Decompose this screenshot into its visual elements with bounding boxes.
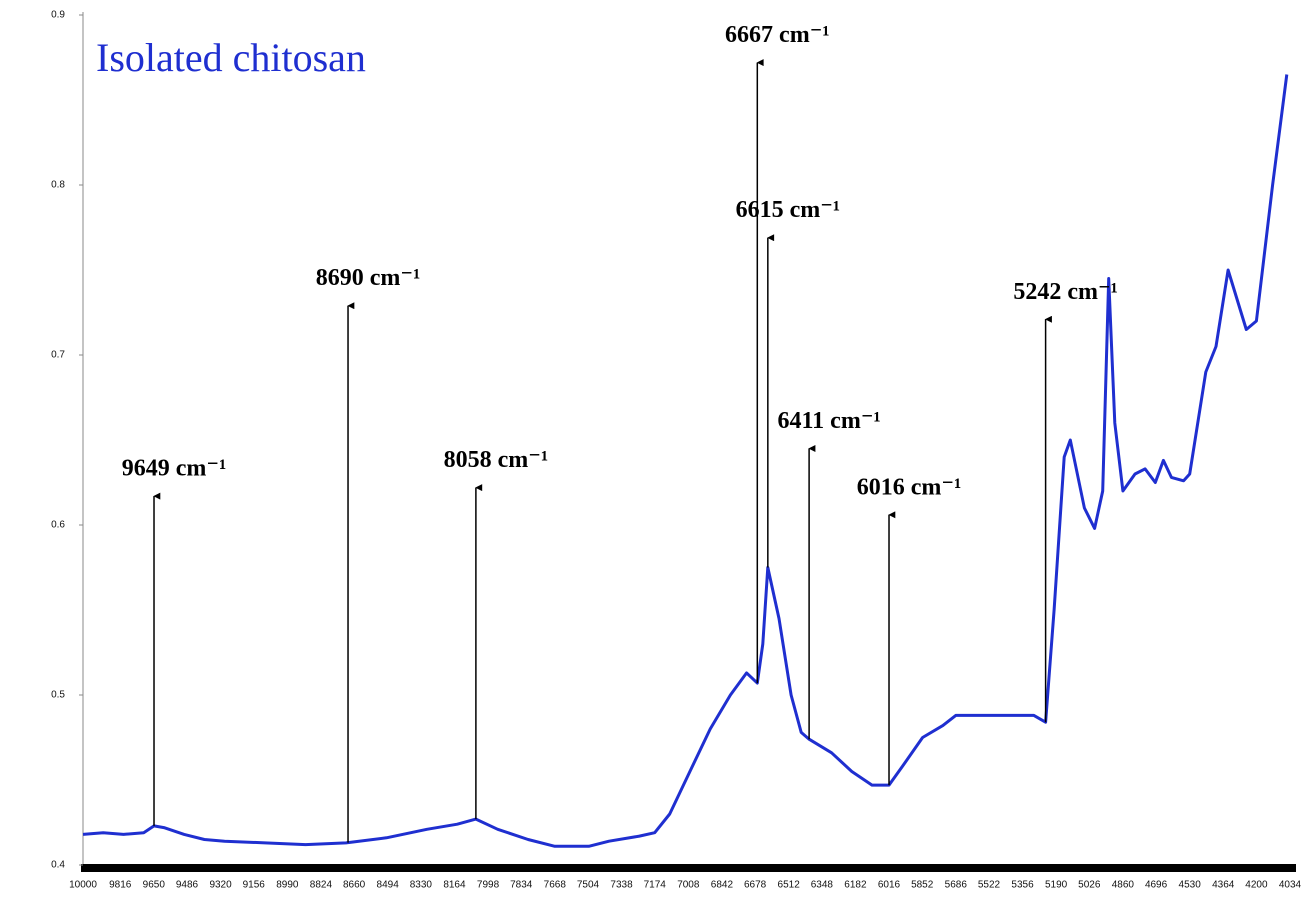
annotation-label: 8058 cm⁻¹	[444, 447, 549, 473]
x-tick-label: 8990	[276, 880, 299, 891]
annotation-label: 8690 cm⁻¹	[316, 265, 421, 291]
x-tick-label: 9486	[176, 880, 199, 891]
y-tick-label: 0.6	[51, 520, 65, 531]
x-tick-label: 8660	[343, 880, 366, 891]
x-tick-label: 8330	[410, 880, 433, 891]
x-tick-label: 4034	[1279, 880, 1302, 891]
annotation-label: 9649 cm⁻¹	[122, 456, 227, 482]
x-tick-label: 4696	[1145, 880, 1168, 891]
x-tick-label: 6016	[878, 880, 901, 891]
y-tick-label: 0.5	[51, 690, 65, 701]
x-tick-label: 7174	[644, 880, 667, 891]
x-tick-label: 4860	[1112, 880, 1135, 891]
x-tick-label: 4530	[1179, 880, 1202, 891]
x-tick-label: 5522	[978, 880, 1001, 891]
x-tick-label: 5686	[945, 880, 968, 891]
x-tick-label: 6842	[711, 880, 734, 891]
chart-title: Isolated chitosan	[96, 35, 366, 80]
x-tick-label: 6678	[744, 880, 767, 891]
annotation-label: 6615 cm⁻¹	[736, 197, 841, 223]
x-tick-label: 7338	[610, 880, 633, 891]
x-tick-label: 7834	[510, 880, 533, 891]
spectrum-line	[82, 74, 1289, 848]
annotation-label: 5242 cm⁻¹	[1013, 279, 1118, 305]
x-tick-label: 9650	[143, 880, 166, 891]
annotation-label: 6016 cm⁻¹	[857, 474, 962, 500]
x-tick-label: 8824	[310, 880, 333, 891]
x-tick-label: 9156	[243, 880, 266, 891]
x-tick-label: 6348	[811, 880, 834, 891]
x-tick-label: 5026	[1078, 880, 1101, 891]
annotation-label: 6411 cm⁻¹	[778, 408, 881, 434]
x-tick-label: 7008	[677, 880, 700, 891]
x-tick-label: 7504	[577, 880, 600, 891]
x-tick-label: 9816	[109, 880, 132, 891]
x-tick-label: 6512	[778, 880, 801, 891]
x-tick-label: 8494	[377, 880, 400, 891]
x-tick-label: 5356	[1011, 880, 1034, 891]
x-tick-label: 7998	[477, 880, 500, 891]
y-tick-label: 0.9	[51, 10, 65, 21]
x-tick-label: 5190	[1045, 880, 1068, 891]
x-tick-label: 10000	[69, 880, 97, 891]
x-tick-label: 6182	[844, 880, 867, 891]
x-tick-label: 4364	[1212, 880, 1235, 891]
x-tick-label: 8164	[443, 880, 466, 891]
annotation-label: 6667 cm⁻¹	[725, 22, 830, 48]
x-tick-label: 4200	[1245, 880, 1268, 891]
x-tick-label: 5852	[911, 880, 934, 891]
y-tick-label: 0.8	[51, 180, 65, 191]
y-tick-label: 0.7	[51, 350, 65, 361]
x-tick-label: 7668	[544, 880, 567, 891]
y-tick-label: 0.4	[51, 860, 65, 871]
x-tick-label: 9320	[209, 880, 232, 891]
